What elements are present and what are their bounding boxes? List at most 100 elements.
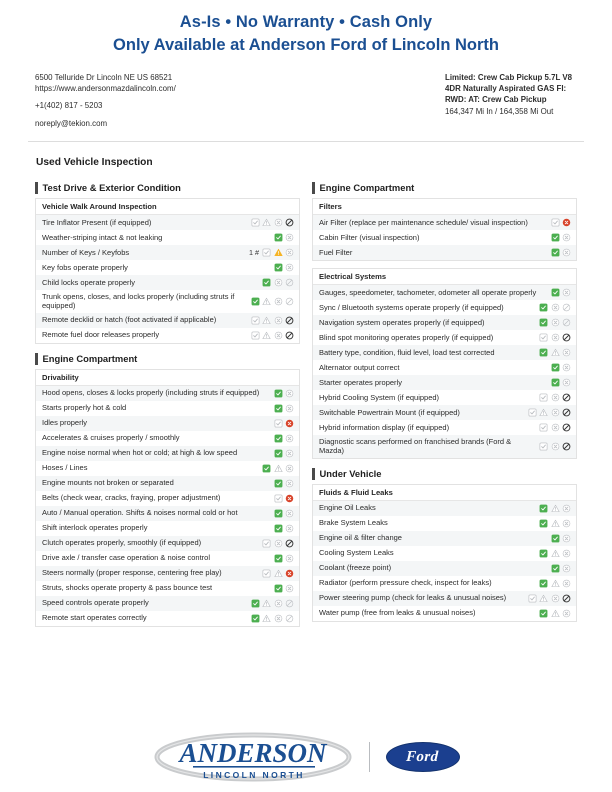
pass-check-icon[interactable]	[251, 218, 260, 227]
warning-triangle-icon[interactable]	[273, 248, 283, 257]
not-applicable-slash-icon[interactable]	[285, 539, 294, 548]
fail-x-circle-icon[interactable]	[285, 449, 294, 458]
pass-check-icon[interactable]	[274, 479, 283, 488]
fail-x-circle-icon[interactable]	[285, 263, 294, 272]
fail-x-circle-icon[interactable]	[285, 569, 294, 578]
pass-check-icon[interactable]	[539, 609, 548, 618]
pass-check-icon[interactable]	[539, 549, 548, 558]
not-applicable-slash-icon[interactable]	[285, 331, 294, 340]
not-applicable-slash-icon[interactable]	[285, 218, 294, 227]
fail-x-circle-icon[interactable]	[562, 549, 571, 558]
pass-check-icon[interactable]	[274, 263, 283, 272]
fail-x-circle-icon[interactable]	[551, 594, 560, 603]
not-applicable-slash-icon[interactable]	[285, 316, 294, 325]
not-applicable-slash-icon[interactable]	[562, 408, 571, 417]
fail-x-circle-icon[interactable]	[551, 333, 560, 342]
pass-check-icon[interactable]	[262, 464, 271, 473]
warning-triangle-icon[interactable]	[262, 614, 271, 623]
warning-triangle-icon[interactable]	[550, 549, 560, 558]
not-applicable-slash-icon[interactable]	[562, 303, 571, 312]
fail-x-circle-icon[interactable]	[562, 363, 571, 372]
fail-x-circle-icon[interactable]	[285, 584, 294, 593]
not-applicable-slash-icon[interactable]	[285, 297, 294, 306]
not-applicable-slash-icon[interactable]	[562, 318, 571, 327]
dealer-website[interactable]: https://www.andersonmazdalincoln.com/	[35, 84, 176, 94]
warning-triangle-icon[interactable]	[550, 579, 560, 588]
pass-check-icon[interactable]	[539, 504, 548, 513]
not-applicable-slash-icon[interactable]	[562, 333, 571, 342]
fail-x-circle-icon[interactable]	[285, 554, 294, 563]
fail-x-circle-icon[interactable]	[274, 316, 283, 325]
not-applicable-slash-icon[interactable]	[562, 393, 571, 402]
warning-triangle-icon[interactable]	[550, 348, 560, 357]
fail-x-circle-icon[interactable]	[562, 233, 571, 242]
not-applicable-slash-icon[interactable]	[285, 599, 294, 608]
pass-check-icon[interactable]	[274, 419, 283, 428]
fail-x-circle-icon[interactable]	[285, 434, 294, 443]
warning-triangle-icon[interactable]	[539, 594, 548, 603]
pass-check-icon[interactable]	[539, 303, 548, 312]
fail-x-circle-icon[interactable]	[285, 233, 294, 242]
fail-x-circle-icon[interactable]	[562, 519, 571, 528]
pass-check-icon[interactable]	[528, 408, 537, 417]
warning-triangle-icon[interactable]	[550, 504, 560, 513]
pass-check-icon[interactable]	[539, 519, 548, 528]
fail-x-circle-icon[interactable]	[551, 423, 560, 432]
fail-x-circle-icon[interactable]	[285, 389, 294, 398]
fail-x-circle-icon[interactable]	[562, 504, 571, 513]
pass-check-icon[interactable]	[551, 378, 560, 387]
fail-x-circle-icon[interactable]	[551, 318, 560, 327]
pass-check-icon[interactable]	[551, 288, 560, 297]
not-applicable-slash-icon[interactable]	[285, 278, 294, 287]
warning-triangle-icon[interactable]	[262, 316, 271, 325]
pass-check-icon[interactable]	[539, 442, 548, 451]
fail-x-circle-icon[interactable]	[274, 218, 283, 227]
pass-check-icon[interactable]	[274, 524, 283, 533]
pass-check-icon[interactable]	[551, 363, 560, 372]
warning-triangle-icon[interactable]	[262, 331, 271, 340]
fail-x-circle-icon[interactable]	[562, 609, 571, 618]
fail-x-circle-icon[interactable]	[551, 393, 560, 402]
not-applicable-slash-icon[interactable]	[285, 614, 294, 623]
fail-x-circle-icon[interactable]	[274, 278, 283, 287]
pass-check-icon[interactable]	[274, 434, 283, 443]
warning-triangle-icon[interactable]	[273, 464, 283, 473]
fail-x-circle-icon[interactable]	[274, 614, 283, 623]
pass-check-icon[interactable]	[274, 554, 283, 563]
fail-x-circle-icon[interactable]	[562, 348, 571, 357]
warning-triangle-icon[interactable]	[550, 609, 560, 618]
fail-x-circle-icon[interactable]	[562, 534, 571, 543]
warning-triangle-icon[interactable]	[262, 218, 271, 227]
fail-x-circle-icon[interactable]	[285, 509, 294, 518]
warning-triangle-icon[interactable]	[273, 569, 283, 578]
dealer-email[interactable]: noreply@tekion.com	[35, 118, 108, 128]
dealer-phone[interactable]: +1(402) 817 - 5203	[35, 101, 103, 111]
fail-x-circle-icon[interactable]	[285, 419, 294, 428]
pass-check-icon[interactable]	[539, 423, 548, 432]
fail-x-circle-icon[interactable]	[551, 442, 560, 451]
pass-check-icon[interactable]	[551, 218, 560, 227]
pass-check-icon[interactable]	[539, 579, 548, 588]
not-applicable-slash-icon[interactable]	[562, 442, 571, 451]
pass-check-icon[interactable]	[551, 564, 560, 573]
fail-x-circle-icon[interactable]	[285, 404, 294, 413]
pass-check-icon[interactable]	[551, 534, 560, 543]
fail-x-circle-icon[interactable]	[274, 331, 283, 340]
pass-check-icon[interactable]	[528, 594, 537, 603]
pass-check-icon[interactable]	[262, 539, 271, 548]
fail-x-circle-icon[interactable]	[551, 408, 560, 417]
pass-check-icon[interactable]	[274, 233, 283, 242]
pass-check-icon[interactable]	[539, 393, 548, 402]
warning-triangle-icon[interactable]	[539, 408, 548, 417]
pass-check-icon[interactable]	[551, 248, 560, 257]
fail-x-circle-icon[interactable]	[285, 524, 294, 533]
pass-check-icon[interactable]	[251, 331, 260, 340]
pass-check-icon[interactable]	[262, 569, 271, 578]
warning-triangle-icon[interactable]	[262, 599, 271, 608]
pass-check-icon[interactable]	[539, 333, 548, 342]
fail-x-circle-icon[interactable]	[285, 464, 294, 473]
warning-triangle-icon[interactable]	[550, 519, 560, 528]
pass-check-icon[interactable]	[539, 348, 548, 357]
fail-x-circle-icon[interactable]	[285, 248, 294, 257]
pass-check-icon[interactable]	[262, 248, 271, 257]
